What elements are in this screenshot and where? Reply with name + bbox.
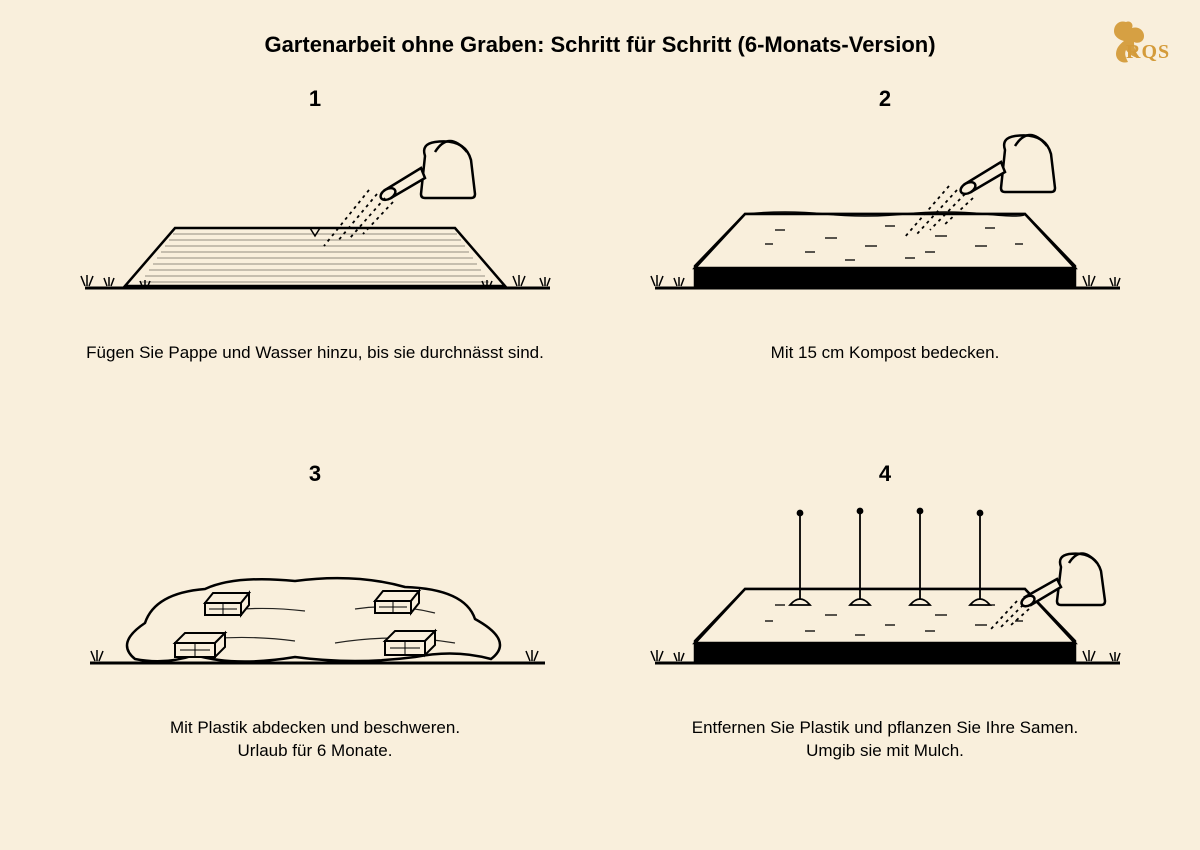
step-caption: Entfernen Sie Plastik und pflanzen Sie I… <box>692 717 1079 763</box>
step-caption: Mit Plastik abdecken und beschweren. Url… <box>170 717 460 763</box>
step-number: 4 <box>879 461 891 487</box>
steps-grid: 1 <box>0 58 1200 828</box>
step-3-illustration <box>55 493 575 703</box>
step-caption: Mit 15 cm Kompost bedecken. <box>771 342 1000 365</box>
step-4-illustration <box>625 493 1145 703</box>
step-caption: Fügen Sie Pappe und Wasser hinzu, bis si… <box>86 342 544 365</box>
svg-text:RQS: RQS <box>1126 41 1170 63</box>
step-panel-2: 2 <box>610 68 1160 433</box>
step-number: 1 <box>309 86 321 112</box>
step-1-illustration <box>55 118 575 328</box>
step-panel-1: 1 <box>40 68 590 433</box>
step-number: 2 <box>879 86 891 112</box>
page-title: Gartenarbeit ohne Graben: Schritt für Sc… <box>0 0 1200 58</box>
step-number: 3 <box>309 461 321 487</box>
step-panel-4: 4 <box>610 443 1160 808</box>
step-2-illustration <box>625 118 1145 328</box>
step-panel-3: 3 <box>40 443 590 808</box>
brand-logo: RQS <box>1106 18 1170 68</box>
